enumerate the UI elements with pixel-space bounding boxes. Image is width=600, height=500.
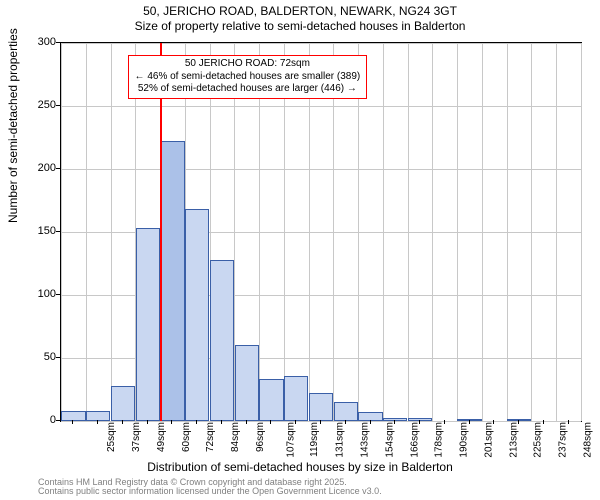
gridline-vertical — [581, 43, 582, 421]
annotation-line: 52% of semi-detached houses are larger (… — [135, 83, 361, 96]
gridline-horizontal — [61, 169, 581, 170]
y-tick-label: 100 — [38, 288, 56, 300]
y-tick-mark — [56, 168, 60, 169]
chart-footer: Contains HM Land Registry data © Crown c… — [38, 478, 382, 497]
y-tick-mark — [56, 231, 60, 232]
x-tick-label: 72sqm — [205, 422, 216, 452]
gridline-vertical — [61, 43, 62, 421]
y-tick-label: 200 — [38, 162, 56, 174]
chart-title-line2: Size of property relative to semi-detach… — [0, 19, 600, 33]
gridline-vertical — [309, 43, 310, 421]
x-tick-label: 60sqm — [181, 422, 192, 452]
x-tick-mark — [543, 420, 544, 424]
x-tick-mark — [568, 420, 569, 424]
x-tick-mark — [147, 420, 148, 424]
x-tick-mark — [345, 420, 346, 424]
gridline-vertical — [111, 43, 112, 421]
x-tick-label: 213sqm — [508, 422, 519, 458]
x-tick-label: 49sqm — [156, 422, 167, 452]
gridline-horizontal — [61, 43, 581, 44]
histogram-bar — [210, 260, 234, 421]
y-tick-label: 250 — [38, 99, 56, 111]
x-tick-mark — [518, 420, 519, 424]
x-tick-mark — [270, 420, 271, 424]
gridline-vertical — [333, 43, 334, 421]
y-tick-mark — [56, 420, 60, 421]
histogram-bar — [259, 379, 283, 421]
x-tick-label: 25sqm — [106, 422, 117, 452]
chart-container: 50, JERICHO ROAD, BALDERTON, NEWARK, NG2… — [0, 0, 600, 500]
histogram-bar — [111, 386, 135, 421]
histogram-bar — [185, 209, 209, 421]
gridline-vertical — [482, 43, 483, 421]
x-tick-label: 107sqm — [285, 422, 296, 458]
plot-region: 50 JERICHO ROAD: 72sqm← 46% of semi-deta… — [60, 42, 580, 420]
annotation-box: 50 JERICHO ROAD: 72sqm← 46% of semi-deta… — [128, 55, 368, 99]
x-tick-label: 190sqm — [459, 422, 470, 458]
x-tick-mark — [394, 420, 395, 424]
gridline-vertical — [531, 43, 532, 421]
gridline-vertical — [383, 43, 384, 421]
x-axis-label: Distribution of semi-detached houses by … — [0, 460, 600, 474]
y-tick-mark — [56, 42, 60, 43]
annotation-line: ← 46% of semi-detached houses are smalle… — [135, 71, 361, 84]
x-tick-label: 96sqm — [255, 422, 266, 452]
gridline-vertical — [284, 43, 285, 421]
x-tick-label: 143sqm — [360, 422, 371, 458]
gridline-vertical — [259, 43, 260, 421]
x-tick-label: 37sqm — [131, 422, 142, 452]
gridline-vertical — [457, 43, 458, 421]
histogram-bar — [309, 393, 333, 421]
x-tick-mark — [469, 420, 470, 424]
y-tick-label: 150 — [38, 225, 56, 237]
y-tick-label: 50 — [44, 351, 56, 363]
footer-line2: Contains public sector information licen… — [38, 487, 382, 496]
y-tick-label: 300 — [38, 36, 56, 48]
y-tick-mark — [56, 294, 60, 295]
y-tick-mark — [56, 105, 60, 106]
x-tick-label: 237sqm — [558, 422, 569, 458]
histogram-bar — [334, 402, 358, 421]
gridline-vertical — [556, 43, 557, 421]
y-tick-mark — [56, 357, 60, 358]
gridline-vertical — [507, 43, 508, 421]
x-tick-mark — [295, 420, 296, 424]
chart-titles: 50, JERICHO ROAD, BALDERTON, NEWARK, NG2… — [0, 0, 600, 33]
x-tick-mark — [171, 420, 172, 424]
x-tick-label: 201sqm — [483, 422, 494, 458]
gridline-vertical — [358, 43, 359, 421]
gridline-vertical — [408, 43, 409, 421]
marker-line — [160, 43, 162, 421]
x-tick-mark — [320, 420, 321, 424]
gridline-vertical — [432, 43, 433, 421]
plot-area: 50 JERICHO ROAD: 72sqm← 46% of semi-deta… — [60, 42, 582, 422]
x-tick-mark — [196, 420, 197, 424]
x-tick-mark — [419, 420, 420, 424]
x-tick-label: 84sqm — [230, 422, 241, 452]
x-tick-label: 131sqm — [335, 422, 346, 458]
x-tick-label: 119sqm — [309, 422, 320, 457]
chart-title-line1: 50, JERICHO ROAD, BALDERTON, NEWARK, NG2… — [0, 4, 600, 18]
histogram-bar — [235, 345, 259, 421]
x-tick-label: 225sqm — [533, 422, 544, 458]
x-tick-label: 178sqm — [434, 422, 445, 458]
x-tick-label: 166sqm — [409, 422, 420, 458]
x-tick-label: 154sqm — [384, 422, 395, 458]
x-tick-mark — [97, 420, 98, 424]
gridline-vertical — [86, 43, 87, 421]
gridline-horizontal — [61, 106, 581, 107]
annotation-line: 50 JERICHO ROAD: 72sqm — [135, 58, 361, 71]
x-tick-mark — [370, 420, 371, 424]
y-axis-label: Number of semi-detached properties — [6, 28, 20, 223]
x-tick-mark — [246, 420, 247, 424]
histogram-bar — [284, 376, 308, 421]
x-tick-mark — [493, 420, 494, 424]
histogram-bar — [136, 228, 160, 421]
histogram-bar — [160, 141, 184, 421]
x-tick-mark — [122, 420, 123, 424]
x-tick-mark — [72, 420, 73, 424]
x-tick-mark — [444, 420, 445, 424]
x-tick-label: 248sqm — [582, 422, 593, 458]
x-tick-mark — [221, 420, 222, 424]
